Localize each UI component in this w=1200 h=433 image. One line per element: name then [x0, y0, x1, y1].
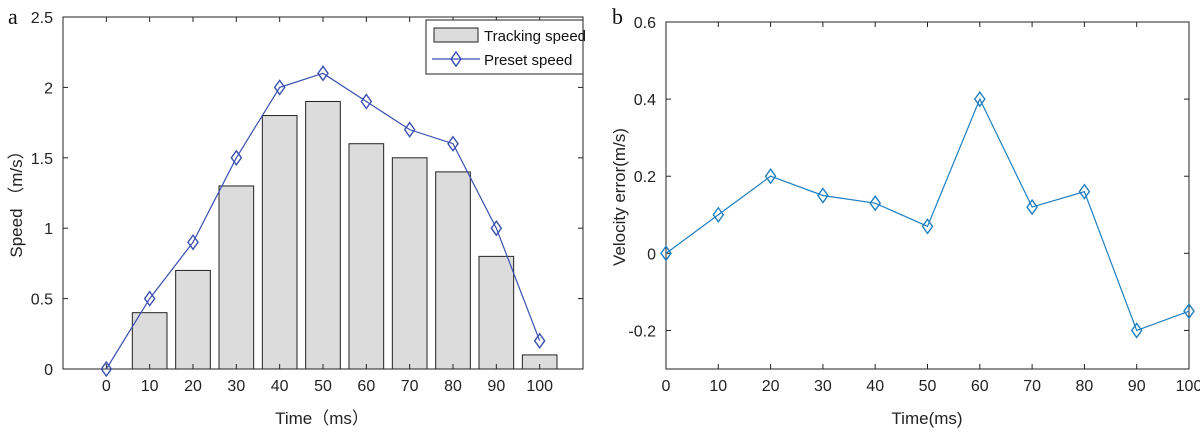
line-preset-speed: [105, 72, 541, 370]
bar-tracking-speed: [305, 100, 341, 370]
marker-preset-speed: [273, 79, 286, 96]
marker-preset-speed: [230, 149, 243, 167]
y-tick-label-b: 0.6: [634, 15, 656, 32]
bar-tracking-speed: [348, 143, 385, 370]
marker-preset-speed: [490, 219, 503, 237]
legend-marker-preset-speed: [450, 50, 462, 68]
panel-letter-a: a: [8, 4, 18, 29]
x-tick-label-b: 60: [971, 378, 989, 395]
x-tick-label-b: 80: [1076, 378, 1094, 395]
y-tick-label-a: 0: [44, 362, 53, 379]
y-tick-label-a: 1.5: [31, 151, 53, 168]
x-tick-label-a: 0: [102, 378, 111, 395]
marker-preset-speed: [187, 234, 199, 251]
marker-preset-speed: [360, 93, 373, 110]
x-tick-label-a: 90: [487, 378, 505, 395]
x-tick-label-a: 10: [141, 378, 159, 395]
chart-panel-a: a Speed （m/s） Time（ms） 0 10 20 30 40 50 60 70 80…: [7, 4, 586, 428]
x-tick-label-a: 50: [314, 378, 332, 395]
y-tick-label-a: 1: [44, 221, 53, 238]
x-tick-label-a: 80: [444, 378, 462, 395]
marker-preset-speed: [143, 290, 156, 307]
x-tick-label-b: 50: [919, 378, 937, 395]
x-tick-label-b: 10: [709, 378, 727, 395]
marker-velocity-error: [1183, 302, 1195, 320]
y-tick-label-b: 0.2: [634, 169, 656, 186]
bar-tracking-speed: [391, 157, 428, 370]
marker-preset-speed: [317, 65, 329, 82]
x-tick-label-a: 20: [184, 378, 202, 395]
marker-velocity-error: [1130, 322, 1143, 339]
legend-swatch-tracking-speed: [433, 27, 479, 43]
legend-label-tracking-speed: Tracking speed: [484, 28, 586, 45]
marker-preset-speed: [403, 121, 416, 138]
x-tick-label-b: 70: [1023, 378, 1041, 395]
y-axis-label-b: Velocity error(m/s): [610, 128, 629, 266]
y-tick-label-a: 2: [44, 80, 53, 97]
bar-tracking-speed: [175, 269, 211, 370]
x-axis-label-b: Time(ms): [891, 409, 962, 428]
marker-preset-speed: [447, 135, 459, 152]
marker-velocity-error: [817, 187, 829, 204]
line-velocity-error: [665, 97, 1190, 332]
x-tick-label-b: 40: [866, 378, 884, 395]
marker-velocity-error: [973, 90, 986, 108]
x-tick-label-b: 30: [814, 378, 832, 395]
x-tick-label-b: 0: [662, 378, 671, 395]
x-tick-label-b: 20: [762, 378, 780, 395]
bar-tracking-speed: [261, 115, 298, 370]
marker-velocity-error: [712, 206, 725, 223]
panel-letter-b: b: [612, 4, 623, 29]
x-tick-label-a: 40: [271, 378, 289, 395]
marker-velocity-error: [660, 245, 672, 262]
bar-tracking-speed: [435, 171, 471, 370]
y-tick-label-a: 2.5: [31, 10, 53, 27]
legend-label-preset-speed: Preset speed: [484, 52, 572, 69]
legend-a: Tracking speed Preset speed: [425, 19, 586, 75]
x-axis-label-a: Time（ms）: [275, 409, 369, 428]
chart-panel-b: b Velocity error(m/s) Time(ms) 0 10 20 30 40…: [610, 4, 1200, 428]
x-tick-label-a: 30: [227, 378, 245, 395]
bar-tracking-speed: [131, 312, 168, 370]
x-tick-label-a: 100: [526, 378, 553, 395]
marker-preset-speed: [100, 360, 113, 378]
marker-velocity-error: [1078, 183, 1091, 200]
x-tick-label-b: 100: [1176, 378, 1200, 395]
bar-tracking-speed: [478, 255, 515, 370]
marker-velocity-error: [764, 168, 777, 185]
y-tick-label-b: 0.4: [634, 92, 656, 109]
marker-preset-speed: [533, 332, 546, 350]
x-tick-label-b: 90: [1128, 378, 1146, 395]
marker-velocity-error: [921, 218, 934, 235]
y-tick-label-b: -0.2: [628, 323, 656, 340]
y-axis-label-a: Speed （m/s）: [7, 142, 26, 257]
marker-velocity-error: [869, 195, 882, 212]
x-tick-label-a: 60: [357, 378, 375, 395]
y-tick-label-a: 0.5: [31, 292, 53, 309]
x-tick-label-a: 70: [401, 378, 419, 395]
bar-tracking-speed: [218, 185, 255, 370]
y-tick-label-b: 0: [647, 246, 656, 263]
marker-velocity-error: [1026, 198, 1038, 216]
